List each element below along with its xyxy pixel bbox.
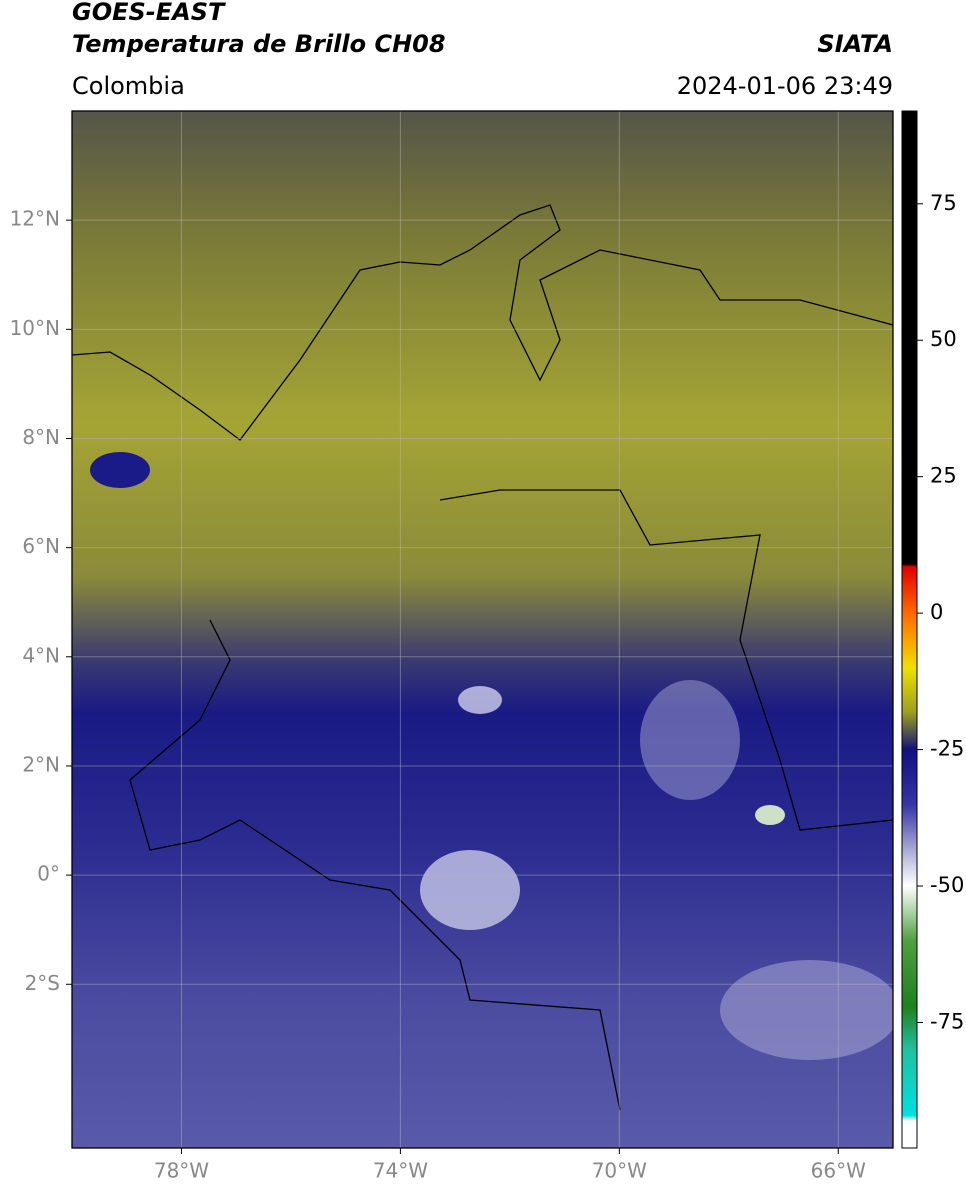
x-tick-label: 66°W [811, 1159, 866, 1183]
colorbar-tick-label: 50 [930, 327, 957, 351]
x-tick-label: 74°W [373, 1159, 428, 1183]
borders [72, 204, 893, 1111]
agency: SIATA [817, 30, 893, 58]
colorbar-tick-label: -25 [930, 737, 964, 761]
imagery [72, 111, 893, 1148]
y-tick-label: 0° [37, 862, 60, 886]
map-frame [71, 110, 894, 1149]
grid [72, 111, 893, 1148]
cloud [420, 850, 520, 930]
colorbar [901, 110, 918, 1149]
colorbar-tick-label: -75 [930, 1009, 964, 1033]
x-tick-label: 70°W [592, 1159, 647, 1183]
colorbar-tick-label: -50 [930, 873, 964, 897]
x-tick-label: 78°W [154, 1159, 209, 1183]
colorbar-tick-label: 75 [930, 191, 957, 215]
cloud [90, 452, 150, 488]
cloud [720, 960, 893, 1060]
y-tick-label: 12°N [10, 207, 60, 231]
region: Colombia [72, 72, 185, 100]
cloud [458, 686, 502, 714]
title: GOES-EAST [72, 0, 226, 26]
y-tick-label: 4°N [22, 643, 60, 667]
cloud [640, 680, 740, 800]
cloud [755, 805, 785, 825]
colorbar-tick-label: 0 [930, 600, 943, 624]
y-tick-label: 10°N [10, 316, 60, 340]
subtitle: Temperatura de Brillo CH08 [72, 30, 446, 58]
datetime: 2024-01-06 23:49 [677, 72, 893, 100]
colorbar-tick-label: 25 [930, 464, 957, 488]
y-tick-label: 2°N [22, 752, 60, 776]
y-tick-label: 6°N [22, 534, 60, 558]
y-tick-label: 2°S [25, 971, 60, 995]
y-tick-label: 8°N [22, 425, 60, 449]
